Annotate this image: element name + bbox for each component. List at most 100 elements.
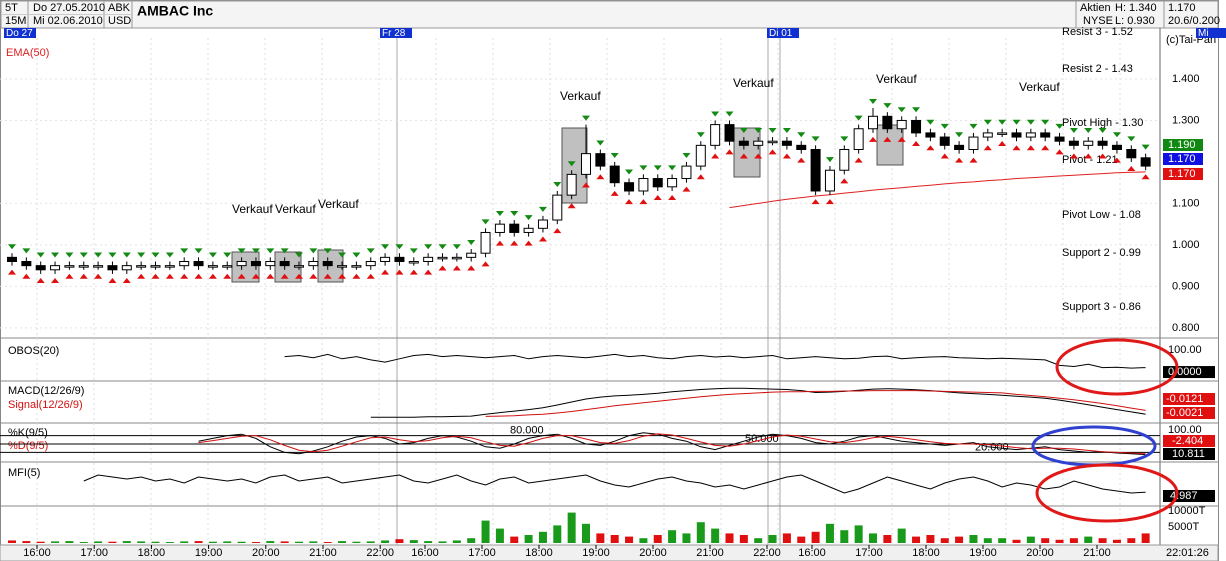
time-label: 22:00 <box>366 547 394 559</box>
candle-body <box>250 261 261 267</box>
signal-marker <box>1055 149 1064 155</box>
signal-marker <box>22 273 31 279</box>
signal-marker <box>983 145 992 151</box>
day-flag: Do 27 <box>6 28 33 39</box>
annotation: Verkauf <box>232 202 273 216</box>
volume-bar <box>323 542 332 543</box>
signal-marker <box>22 248 31 254</box>
value-label: 10.811 <box>1172 448 1205 460</box>
day-flag-bg <box>4 28 36 38</box>
volume-bar <box>854 525 863 543</box>
candle-body <box>466 252 477 258</box>
signal-marker <box>280 273 289 279</box>
signal-marker <box>696 132 705 138</box>
volume-bar <box>338 541 347 543</box>
signal-marker <box>352 252 361 258</box>
signal-marker <box>955 157 964 163</box>
signal-marker <box>524 215 533 221</box>
signal-marker <box>295 273 303 279</box>
candle-body <box>638 178 649 192</box>
signal-marker <box>711 153 720 159</box>
signal-marker <box>582 182 590 188</box>
volume-bar <box>438 541 447 543</box>
price-box-label: 1.190 <box>1168 139 1196 151</box>
day-flag-bg <box>1196 28 1226 38</box>
signal-marker <box>754 128 763 134</box>
signal-marker <box>409 269 418 275</box>
annotation: Verkauf <box>1019 80 1060 94</box>
ema-line <box>729 171 1146 209</box>
volume-bar <box>567 512 576 543</box>
volume-bar <box>926 535 935 543</box>
signal-marker <box>639 199 648 205</box>
signal-marker <box>495 211 504 217</box>
signal-marker <box>998 141 1007 147</box>
pivot-label: Support 3 - 0.86 <box>1062 301 1141 313</box>
signal-marker <box>424 269 433 275</box>
volume-bar <box>280 541 289 543</box>
candle-body <box>954 144 965 150</box>
signal-marker <box>596 140 605 146</box>
signal-marker <box>969 123 978 129</box>
volume-bar <box>1084 536 1093 543</box>
candle-body <box>738 140 749 146</box>
candle-body <box>21 261 32 267</box>
candle-body <box>652 178 663 188</box>
candle-body <box>265 261 276 267</box>
volume-bar <box>137 541 146 543</box>
clock: 22:01:26 <box>1166 547 1209 559</box>
volume-bar <box>811 531 820 543</box>
volume-bar <box>208 541 217 543</box>
pivot-label: Support 2 - 0.99 <box>1062 247 1141 259</box>
candle-body <box>1097 140 1108 146</box>
volume-bar <box>65 541 74 543</box>
signal-marker <box>495 240 504 246</box>
volume-bar <box>682 533 691 543</box>
volume-bar <box>653 535 662 543</box>
signal-marker <box>869 99 877 105</box>
signal-marker <box>926 119 935 125</box>
signal-marker <box>840 178 849 184</box>
signal-marker <box>381 269 390 275</box>
candle-body <box>207 265 218 268</box>
highlight-ellipse <box>1035 463 1179 523</box>
candle-body <box>351 265 362 268</box>
pivot-label: Resist 2 - 1.43 <box>1062 63 1133 75</box>
day-low: L: 0.930 <box>1115 15 1155 27</box>
signal-marker <box>825 199 834 205</box>
signal-marker <box>151 273 160 279</box>
annotation: Verkauf <box>560 89 601 103</box>
signal-marker <box>180 248 189 254</box>
panel-label: %K(9/5) <box>8 427 48 439</box>
candle-body <box>1111 144 1122 150</box>
volume-bar <box>1069 538 1078 543</box>
signal-box <box>733 127 761 178</box>
signal-marker <box>912 141 921 147</box>
signal-marker <box>79 252 88 258</box>
signal-marker <box>1084 153 1093 159</box>
volume-bar <box>940 538 949 543</box>
candle-body <box>423 256 434 263</box>
volume-bar <box>1098 538 1107 543</box>
signal-marker <box>610 152 619 158</box>
volume-bar <box>309 541 318 543</box>
signal-marker <box>165 252 174 258</box>
volume-bar <box>510 536 519 543</box>
signal-marker <box>739 128 748 134</box>
candle-body <box>853 128 864 150</box>
candle-body <box>1068 140 1079 146</box>
annotation: Verkauf <box>733 76 774 90</box>
candle-body <box>911 119 922 134</box>
signal-marker <box>8 244 16 250</box>
candle-body <box>868 115 878 130</box>
signal-marker <box>754 153 763 159</box>
candle-body <box>222 265 233 268</box>
candle-body <box>1140 157 1151 167</box>
candle-body <box>121 265 132 271</box>
signal-marker <box>625 169 634 175</box>
signal-marker <box>782 128 791 134</box>
candle-body <box>968 136 979 150</box>
volume-bar <box>266 541 275 543</box>
signal-marker <box>481 261 490 267</box>
candle-body <box>997 132 1008 135</box>
